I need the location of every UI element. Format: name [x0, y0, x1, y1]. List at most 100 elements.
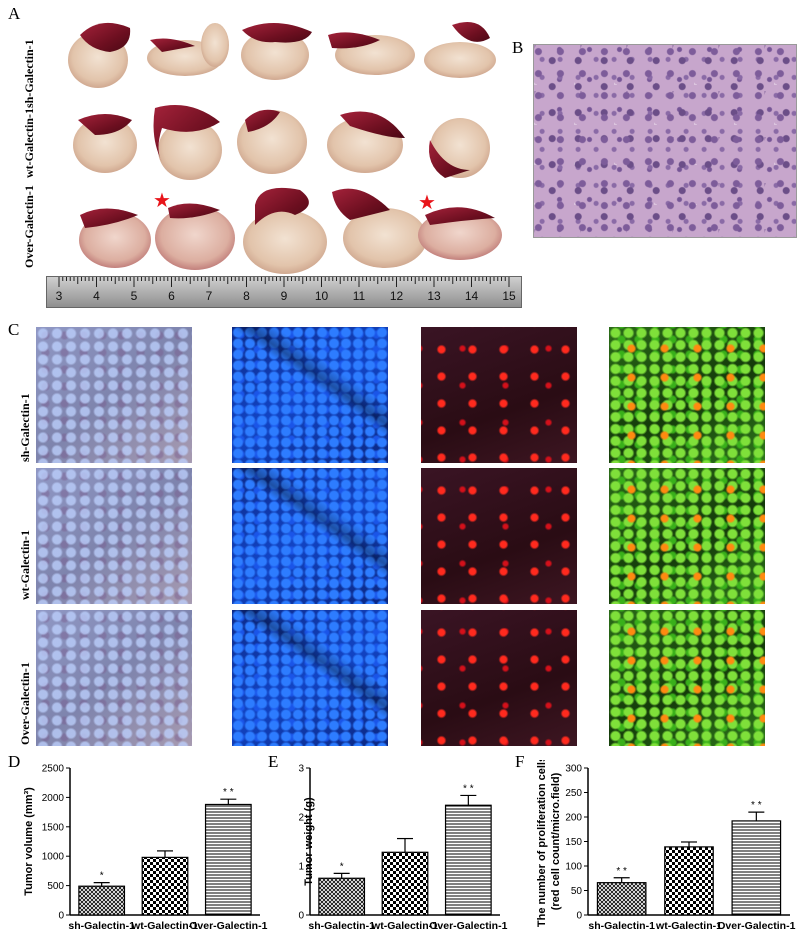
tumor-over-5: [418, 207, 502, 260]
star-marker-2: ★: [418, 190, 436, 214]
he-histology-image: [533, 44, 797, 238]
x-category-label: sh-Galectin-1: [308, 920, 375, 932]
x-category-label: wt-Galectin-1: [131, 920, 198, 932]
y-tick-label: 0: [298, 911, 304, 922]
dapi-wt: [232, 468, 388, 604]
bar-2: [141, 856, 189, 916]
x-category-label: Over-Galectin-1: [189, 920, 267, 932]
y-tick-label: 500: [47, 881, 64, 892]
row-label-over-c: Over-Galectin-1: [18, 662, 32, 745]
x-category-label: Over-Galectin-1: [429, 920, 507, 932]
tumor-wt-4: [327, 111, 405, 173]
y-tick-label: 0: [58, 911, 64, 922]
x-category-label: wt-Galectin-1: [371, 920, 438, 932]
ruler-number: 4: [93, 289, 100, 303]
significance-mark: * *: [751, 800, 762, 811]
ruler-number: 12: [389, 289, 404, 303]
y-tick-label: 200: [565, 813, 582, 824]
ruler-number: 6: [168, 289, 175, 303]
ki67-red-sh: [421, 327, 577, 463]
bar-1: [596, 882, 647, 916]
panel-label-e: E: [268, 752, 279, 771]
ruler-number: 14: [464, 289, 479, 303]
y-tick-label: 150: [565, 837, 582, 848]
y-axis-label: The number of proliferation cells: [536, 760, 548, 927]
y-tick-label: 100: [565, 862, 582, 873]
y-tick-label: 2: [298, 813, 304, 824]
row-label-wt-a: wt-Galectin-1: [22, 108, 36, 178]
tumor-sh-5: [424, 21, 496, 78]
ruler: 3 4 5 6 7 8 9 10 11 12 13 14 15: [46, 276, 522, 308]
bar-1: [78, 885, 126, 916]
tumor-over-3: [243, 187, 327, 274]
merge-sh: [609, 327, 765, 463]
ruler-number: 8: [243, 289, 250, 303]
panel-label-a: A: [8, 4, 21, 23]
significance-mark: *: [100, 871, 104, 882]
row-label-sh-c: sh-Galectin-1: [18, 393, 32, 462]
tumor-over-2: [155, 203, 235, 270]
bar-2: [664, 846, 714, 916]
ruler-number: 15: [502, 289, 516, 303]
significance-mark: * *: [463, 783, 474, 794]
x-category-label: wt-Galectin-1: [655, 920, 722, 932]
ki67-red-over: [421, 610, 577, 746]
y-tick-label: 1000: [42, 852, 65, 863]
row-label-wt-c: wt-Galectin-1: [18, 530, 32, 600]
dapi-over: [232, 610, 388, 746]
chart-f: 0 50 100 150 200 250 300 The number of prolifer…: [536, 760, 796, 932]
x-category-label: sh-Galectin-1: [68, 920, 135, 932]
y-tick-label: 1: [298, 862, 304, 873]
tumor-sh-4: [328, 32, 415, 75]
brightfield-wt: [36, 468, 192, 604]
y-tick-label: 2000: [42, 793, 65, 804]
tumor-wt-3: [237, 109, 307, 174]
ruler-number: 5: [130, 289, 138, 303]
y-axis-label: Tumor weight (g): [303, 797, 315, 886]
dapi-sh: [232, 327, 388, 463]
chart-e: 0 1 2 3 Tumor weight (g) * sh-Galectin-1wt-Gal…: [298, 764, 507, 933]
bar-3: [204, 803, 252, 916]
y-tick-label: 50: [571, 886, 583, 897]
brightfield-sh: [36, 327, 192, 463]
tumor-sh-2: [147, 23, 229, 76]
ruler-number: 11: [352, 289, 366, 303]
y-tick-label: 300: [565, 764, 582, 775]
y-axis-label: Tumor volume (mm³): [23, 787, 35, 896]
chart-d: 0 500 1000 1500 2000 2500 Tumor volume (mm³) * s…: [23, 764, 268, 933]
bar-1: [318, 877, 366, 916]
panel-label-f: F: [515, 752, 525, 771]
tumor-wt-2: [153, 105, 222, 180]
panel-label-d: D: [8, 752, 21, 771]
y-tick-label: 3: [298, 764, 304, 775]
ki67-red-wt: [421, 468, 577, 604]
star-marker-1: ★: [153, 188, 171, 212]
bar-2: [381, 851, 429, 916]
merge-over: [609, 610, 765, 746]
ruler-number: 10: [314, 289, 329, 303]
significance-mark: * *: [223, 787, 234, 798]
y-axis-label-2: (red cell count/micro.field): [550, 772, 562, 910]
tumor-wt-5: [429, 118, 490, 178]
y-tick-label: 0: [576, 911, 582, 922]
row-label-over-a: Over-Galectin-1: [22, 185, 36, 268]
tumor-wt-1: [73, 114, 137, 173]
tumor-sh-3: [241, 22, 312, 80]
y-tick-label: 2500: [42, 764, 65, 775]
tumor-sh-1: [68, 22, 131, 88]
significance-mark: * *: [616, 866, 627, 877]
y-tick-label: 250: [565, 788, 582, 799]
bar-3: [444, 804, 492, 916]
merge-wt: [609, 468, 765, 604]
tumor-specimen-grid: [68, 21, 502, 274]
bar-3: [731, 820, 782, 916]
panel-label-b: B: [512, 38, 524, 57]
x-category-label: Over-Galectin-1: [717, 920, 795, 932]
y-tick-label: 1500: [42, 822, 65, 833]
tumor-over-1: [79, 208, 151, 268]
ruler-number: 13: [427, 289, 441, 303]
ruler-number: 3: [55, 289, 63, 303]
ruler-graduation: [58, 277, 510, 287]
x-category-label: sh-Galectin-1: [588, 920, 655, 932]
